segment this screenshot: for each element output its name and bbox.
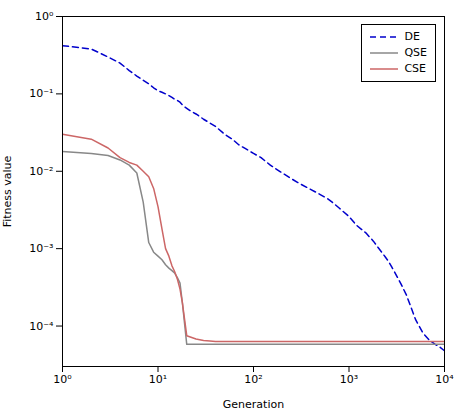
html-text:QSE: QSE (404, 46, 427, 59)
svg-text:Fitness value: Fitness value (1, 155, 14, 227)
svg-text:10⁴: 10⁴ (435, 373, 454, 386)
html-text:CSE: CSE (404, 62, 426, 75)
svg-text:10¹: 10¹ (149, 373, 167, 386)
svg-text:10²: 10² (244, 373, 262, 386)
svg-text:10⁰: 10⁰ (35, 10, 54, 23)
svg-text:10⁰: 10⁰ (53, 373, 72, 386)
svg-text:10⁻²: 10⁻² (29, 165, 53, 178)
svg-text:Generation: Generation (223, 398, 284, 411)
html-text:DE: DE (404, 30, 420, 43)
svg-text:10³: 10³ (340, 373, 358, 386)
svg-text:10⁻¹: 10⁻¹ (29, 87, 53, 100)
svg-text:10⁻³: 10⁻³ (29, 242, 53, 255)
svg-text:10⁻⁴: 10⁻⁴ (29, 320, 54, 333)
